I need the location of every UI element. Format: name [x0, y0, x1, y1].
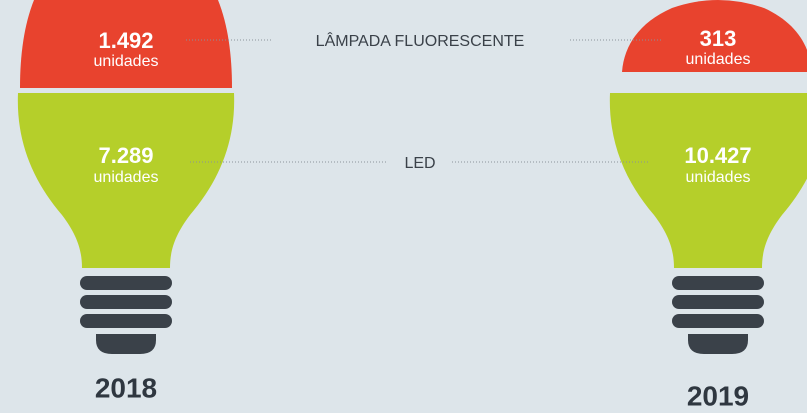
led-bulb: [609, 93, 807, 354]
value: 7.289: [98, 143, 153, 168]
bulb-2019: [609, 0, 807, 354]
year: 2018: [95, 372, 157, 403]
unit: unidades: [94, 53, 159, 70]
label-led: LED: [404, 155, 435, 172]
value: 10.427: [684, 143, 751, 168]
fluorescent-cap: [20, 0, 232, 88]
value: 313: [700, 26, 737, 51]
year: 2019: [687, 380, 749, 411]
bulb-2018: [17, 0, 235, 354]
led-bulb: [17, 93, 235, 354]
fluorescent-cap: [622, 0, 807, 72]
label-fluorescent: LÂMPADA FLUORESCENTE: [316, 31, 525, 50]
value: 1.492: [98, 28, 153, 53]
unit: unidades: [686, 51, 751, 68]
unit: unidades: [686, 169, 751, 186]
unit: unidades: [94, 169, 159, 186]
